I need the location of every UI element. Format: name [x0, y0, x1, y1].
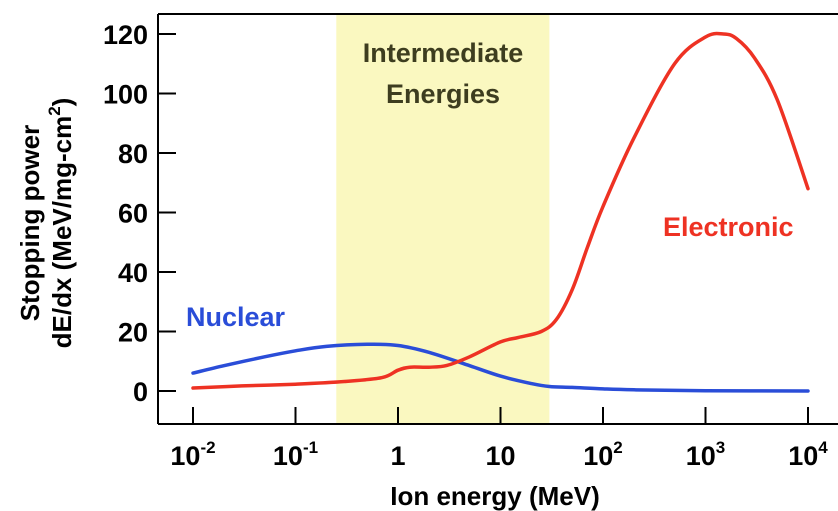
y-tick-label: 80 [118, 139, 148, 169]
y-axis-ticks: 0 20 40 60 80 100 120 [103, 20, 176, 407]
y-tick-label: 20 [118, 318, 148, 348]
y-axis-title: Stopping power [15, 125, 45, 321]
x-axis-title: Ion energy (MeV) [390, 481, 599, 511]
x-tick-label: 102 [583, 438, 623, 471]
electronic-series-label: Electronic [663, 212, 794, 242]
y-tick-label: 100 [103, 80, 148, 110]
x-axis-ticks: 10-2 10-1 1 10 102 103 104 [170, 407, 828, 471]
y-axis-title-close: ) [47, 98, 77, 107]
y-axis-title-line2: dE/dx (MeV/mg-cm [47, 116, 77, 349]
y-tick-label: 40 [118, 258, 148, 288]
nuclear-series-line [191, 342, 810, 393]
y-tick-label: 0 [133, 377, 148, 407]
x-tick-label: 10 [485, 441, 515, 471]
x-tick-label: 104 [788, 438, 828, 471]
x-tick-label: 10-2 [170, 438, 215, 471]
y-axis-title-line1: Stopping power [15, 125, 45, 321]
x-tick-label: 1 [390, 441, 405, 471]
svg-text:dE/dx (MeV/mg-cm2): dE/dx (MeV/mg-cm2) [45, 98, 77, 349]
intermediate-energies-band [336, 14, 550, 424]
nuclear-series-label: Nuclear [186, 302, 286, 332]
band-label-line1: Intermediate [363, 38, 524, 68]
y-tick-label: 120 [103, 20, 148, 50]
x-tick-label: 103 [686, 438, 726, 471]
y-axis-title-sup: 2 [45, 106, 64, 115]
y-tick-label: 60 [118, 199, 148, 229]
y-axis-title-units: dE/dx (MeV/mg-cm2) [45, 98, 77, 349]
x-tick-label: 10-1 [273, 438, 318, 471]
electronic-series-line [191, 31, 810, 390]
band-label-line2: Energies [386, 79, 500, 109]
